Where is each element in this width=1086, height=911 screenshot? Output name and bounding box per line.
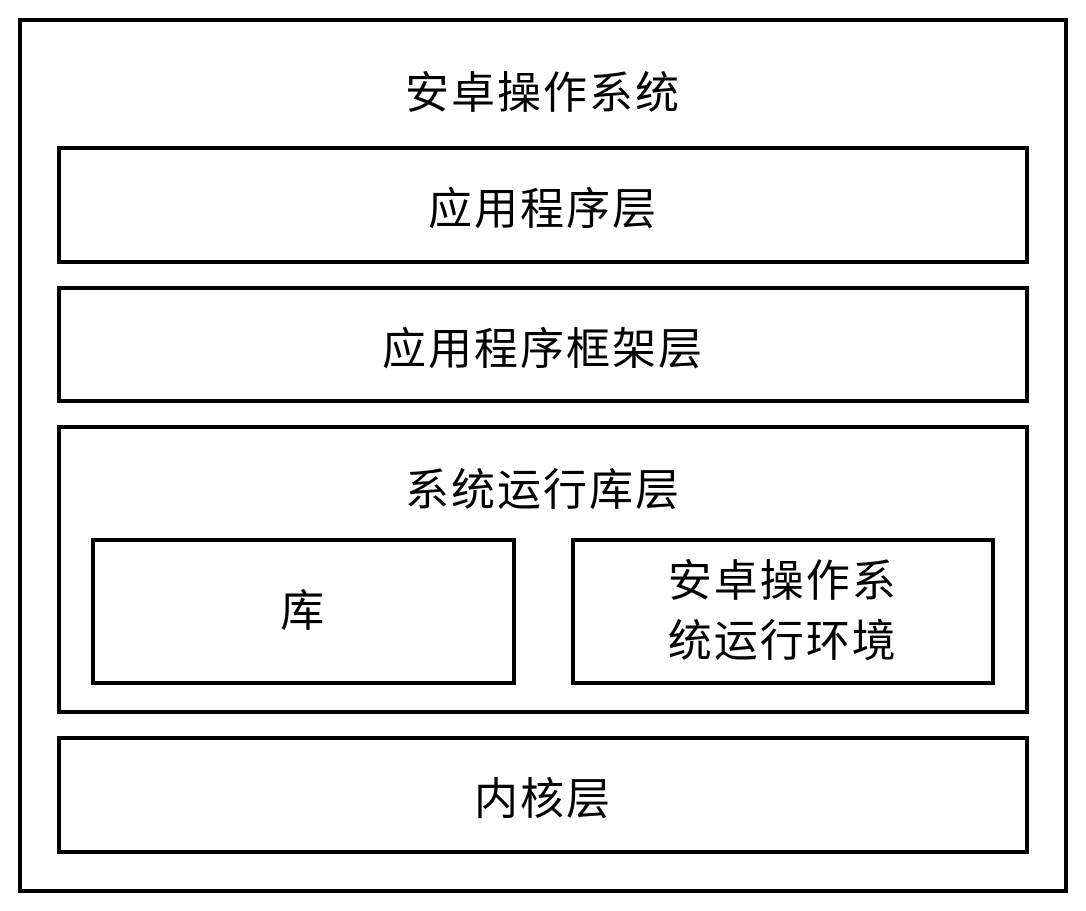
runtime-sub-row: 库 安卓操作系 统运行环境 (91, 538, 995, 685)
kernel-layer-label: 内核层 (474, 763, 612, 827)
framework-layer-box: 应用程序框架层 (57, 286, 1029, 404)
android-runtime-label: 安卓操作系 统运行环境 (668, 552, 898, 671)
diagram-title: 安卓操作系统 (57, 42, 1029, 146)
kernel-layer-box: 内核层 (57, 736, 1029, 854)
library-label: 库 (280, 582, 326, 641)
android-runtime-box: 安卓操作系 统运行环境 (571, 538, 996, 685)
application-layer-label: 应用程序层 (428, 173, 658, 237)
runtime-layer-box: 系统运行库层 库 安卓操作系 统运行环境 (57, 425, 1029, 714)
runtime-layer-label: 系统运行库层 (405, 444, 681, 538)
framework-layer-label: 应用程序框架层 (382, 313, 704, 377)
library-box: 库 (91, 538, 516, 685)
android-os-diagram: 安卓操作系统 应用程序层 应用程序框架层 系统运行库层 库 安卓操作系 统运行环… (18, 18, 1068, 893)
application-layer-box: 应用程序层 (57, 146, 1029, 264)
